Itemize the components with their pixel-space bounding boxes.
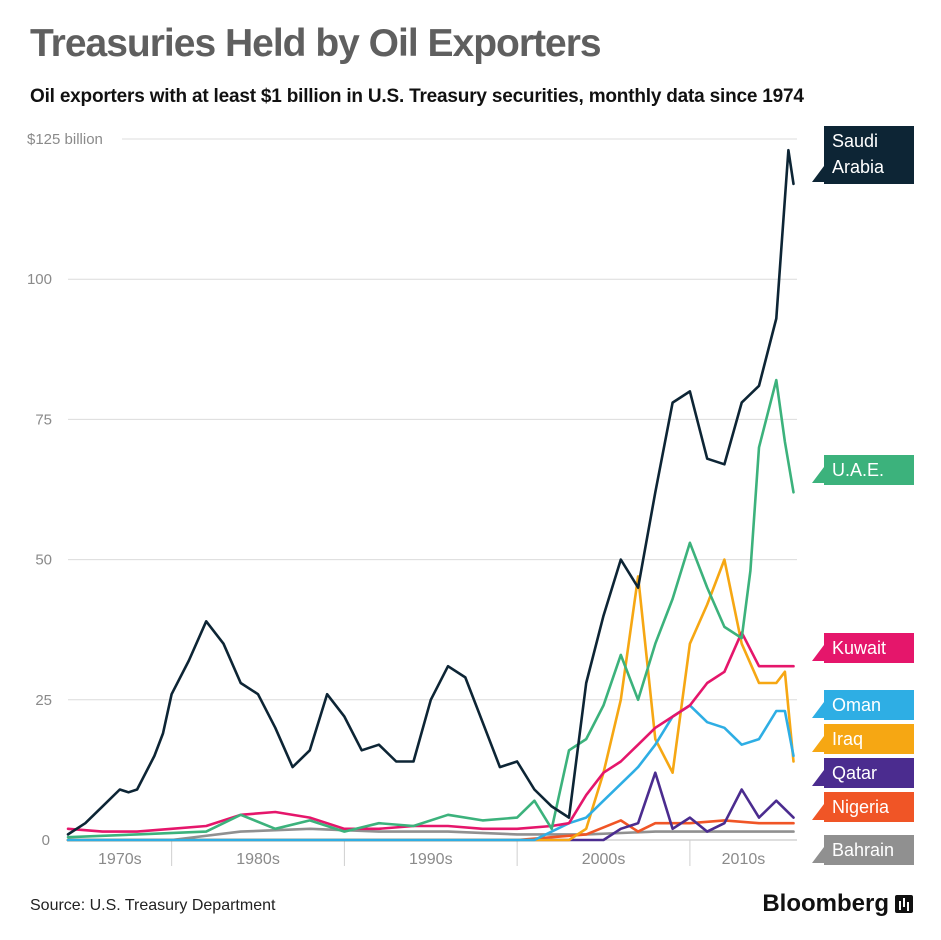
line-chart: 0 25 50 75 100 $125 billion 1970s 1980s 1990s 200… bbox=[27, 126, 914, 868]
brand-name: Bloomberg bbox=[762, 890, 889, 917]
x-tick-label: 1970s bbox=[98, 851, 142, 868]
legend-tag-pointer bbox=[812, 645, 824, 661]
legend-label: Kuwait bbox=[832, 638, 886, 658]
legend-tag-iraq bbox=[824, 724, 914, 754]
legend-tag-pointer bbox=[812, 804, 824, 820]
chart-subtitle: Oil exporters with at least $1 billion i… bbox=[30, 86, 804, 107]
series-line-kuwait bbox=[66, 631, 795, 833]
legend-tag-pointer bbox=[812, 467, 824, 483]
series-line-saudi-arabia bbox=[66, 148, 795, 836]
legend-tag-kuwait bbox=[824, 633, 914, 663]
x-tick-label: 2010s bbox=[722, 851, 766, 868]
series-line-u-a-e- bbox=[66, 378, 795, 839]
legend-tag-oman bbox=[824, 690, 914, 720]
legend-tag-qatar bbox=[824, 758, 914, 788]
legend-tag-nigeria bbox=[824, 792, 914, 822]
y-tick-label: 25 bbox=[35, 692, 52, 709]
y-tick-label: 0 bbox=[42, 832, 50, 849]
x-tick-label: 1990s bbox=[409, 851, 453, 868]
y-tick-label: 75 bbox=[35, 411, 52, 428]
legend-tag-bahrain bbox=[824, 835, 914, 865]
series-line-nigeria bbox=[66, 819, 795, 842]
legend-label: Arabia bbox=[832, 157, 885, 177]
legend-tag-saudi-arabia bbox=[824, 126, 914, 184]
legend-tag-pointer bbox=[812, 847, 824, 863]
series-line-qatar bbox=[66, 771, 795, 842]
legend-label: Qatar bbox=[832, 763, 877, 783]
chart-title: Treasuries Held by Oil Exporters bbox=[30, 22, 602, 65]
bloomberg-terminal-icon bbox=[895, 895, 913, 913]
legend-label: Oman bbox=[832, 695, 881, 715]
y-tick-label: 100 bbox=[27, 271, 52, 288]
legend-tag-pointer bbox=[812, 770, 824, 786]
legend-tag-pointer bbox=[812, 166, 824, 182]
legend-label: U.A.E. bbox=[832, 460, 884, 480]
y-tick-label: $125 billion bbox=[27, 131, 103, 148]
legend-label: Bahrain bbox=[832, 840, 894, 860]
brand-logo: Bloomberg bbox=[762, 890, 913, 918]
source-note: Source: U.S. Treasury Department bbox=[30, 897, 276, 914]
series-line-iraq bbox=[66, 558, 795, 842]
series-line-bahrain bbox=[66, 827, 795, 842]
legend-label: Saudi bbox=[832, 131, 878, 151]
legend-label: Nigeria bbox=[832, 797, 890, 817]
x-tick-label: 1980s bbox=[236, 851, 280, 868]
legend-tag-pointer bbox=[812, 702, 824, 718]
legend-label: Iraq bbox=[832, 729, 863, 749]
legend-tag-u-a-e- bbox=[824, 455, 914, 485]
x-tick-label: 2000s bbox=[582, 851, 626, 868]
legend-tag-pointer bbox=[812, 736, 824, 752]
y-tick-label: 50 bbox=[35, 552, 52, 569]
